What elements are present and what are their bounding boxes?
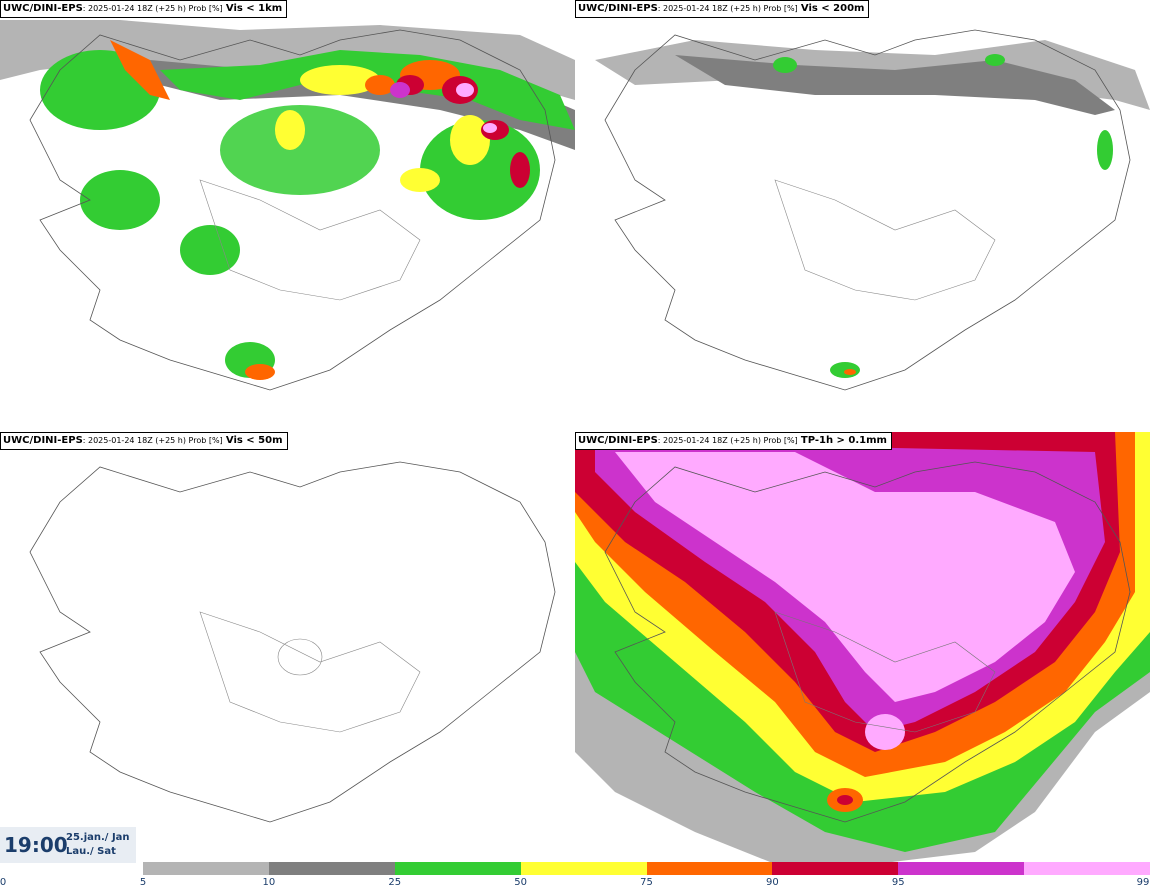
model-name: UWC/DINI-EPS	[3, 3, 83, 14]
legend-tick-label: 25	[388, 877, 402, 888]
panel-label: UWC/DINI-EPS: 2025-01-24 18Z (+25 h) Pro…	[0, 0, 288, 18]
model-name: UWC/DINI-EPS	[578, 3, 658, 14]
valid-time-box: 19:00 25.jan./ Jan Lau./ Sat	[0, 827, 136, 863]
run-info: : 2025-01-24 18Z (+25 h) Prob [%]	[82, 436, 223, 445]
map-panel-vis-50m: UWC/DINI-EPS: 2025-01-24 18Z (+25 h) Pro…	[0, 432, 575, 864]
run-info: : 2025-01-24 18Z (+25 h) Prob [%]	[657, 4, 798, 13]
legend-tick-label: 50	[514, 877, 527, 888]
map-vis-50m	[29, 461, 556, 823]
legend-swatch	[646, 862, 773, 875]
variable-name: Vis < 1km	[225, 3, 283, 14]
legend-tick-label: 0	[0, 877, 7, 888]
legend-swatch	[520, 862, 647, 875]
valid-weekday: Lau./ Sat	[66, 846, 116, 857]
run-info: : 2025-01-24 18Z (+25 h) Prob [%]	[657, 436, 798, 445]
variable-name: Vis < 200m	[800, 3, 865, 14]
legend-swatch	[772, 862, 899, 875]
panel-label: UWC/DINI-EPS: 2025-01-24 18Z (+25 h) Pro…	[575, 0, 870, 18]
legend-tick-label: 10	[262, 877, 276, 888]
legend-tick-label: 75	[640, 877, 653, 888]
legend-swatch	[268, 862, 395, 875]
map-panel-vis-200m: UWC/DINI-EPS: 2025-01-24 18Z (+25 h) Pro…	[575, 0, 1150, 432]
map-vis-200m	[595, 29, 1150, 391]
panel-label: UWC/DINI-EPS: 2025-01-24 18Z (+25 h) Pro…	[0, 432, 288, 450]
valid-hour: 19:00	[4, 833, 68, 857]
variable-name: TP-1h > 0.1mm	[800, 435, 887, 446]
legend-tick-label: 90	[766, 877, 779, 888]
probability-color-legend	[143, 862, 1150, 875]
variable-name: Vis < 50m	[225, 435, 283, 446]
legend-swatch	[1024, 862, 1150, 875]
map-vis-1km	[0, 20, 575, 391]
legend-tick-label: 5	[139, 877, 147, 888]
legend-tick-label: 99	[1136, 877, 1150, 888]
run-info: : 2025-01-24 18Z (+25 h) Prob [%]	[82, 4, 223, 13]
legend-swatch	[898, 862, 1025, 875]
model-name: UWC/DINI-EPS	[578, 435, 658, 446]
legend-swatch	[394, 862, 521, 875]
map-panel-tp-1h: UWC/DINI-EPS: 2025-01-24 18Z (+25 h) Pro…	[575, 432, 1150, 864]
legend-tick-label: 95	[891, 877, 905, 888]
legend-swatch	[143, 862, 269, 875]
valid-date: 25.jan./ Jan	[66, 832, 130, 843]
panel-label: UWC/DINI-EPS: 2025-01-24 18Z (+25 h) Pro…	[575, 432, 892, 450]
model-name: UWC/DINI-EPS	[3, 435, 83, 446]
map-panel-vis-1km: UWC/DINI-EPS: 2025-01-24 18Z (+25 h) Pro…	[0, 0, 575, 432]
map-tp-1h	[575, 432, 1150, 864]
